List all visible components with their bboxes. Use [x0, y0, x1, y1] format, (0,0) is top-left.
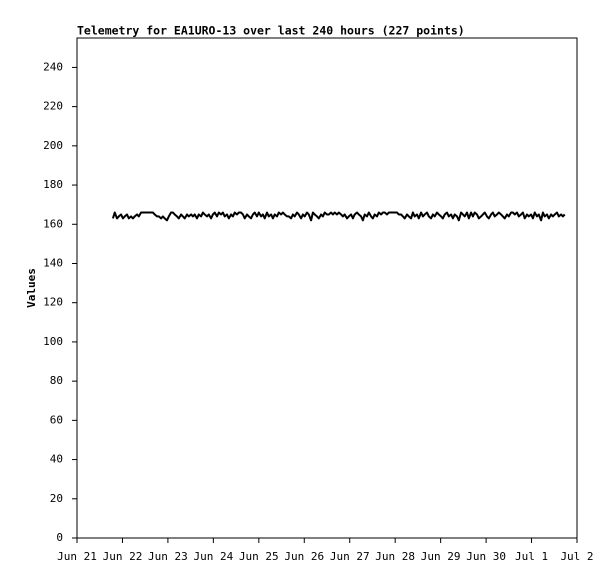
x-tick-label: Jun 28: [375, 550, 415, 563]
y-tick-label: 220: [43, 100, 63, 113]
y-tick-label: 0: [56, 531, 63, 544]
x-tick-label: Jun 23: [148, 550, 188, 563]
plot-frame: [76, 37, 578, 539]
y-tick-label: 40: [50, 453, 63, 466]
x-tick-label: Jun 29: [421, 550, 461, 563]
x-tick-label: Jun 26: [284, 550, 324, 563]
y-tick-label: 200: [43, 139, 63, 152]
y-tick-label: 180: [43, 178, 63, 191]
y-tick-label: 100: [43, 335, 63, 348]
x-tick-label: Jun 24: [193, 550, 233, 563]
x-tick-label: Jun 30: [466, 550, 506, 563]
y-tick-label: 60: [50, 413, 63, 426]
y-axis-label: Values: [25, 268, 38, 308]
x-tick-label: Jun 21: [57, 550, 97, 563]
x-tick-label: Jun 27: [330, 550, 370, 563]
y-tick-label: 20: [50, 492, 63, 505]
x-tick-label: Jul 2: [560, 550, 593, 563]
y-tick-label: 140: [43, 256, 63, 269]
x-tick-label: Jul 1: [515, 550, 548, 563]
data-line: [111, 211, 566, 222]
y-tick-label: 240: [43, 60, 63, 73]
y-tick-label: 120: [43, 296, 63, 309]
x-tick-label: Jun 22: [103, 550, 143, 563]
y-tick-label: 160: [43, 217, 63, 230]
y-tick-label: 80: [50, 374, 63, 387]
chart-title: Telemetry for EA1URO-13 over last 240 ho…: [77, 24, 465, 38]
x-tick-label: Jun 25: [239, 550, 279, 563]
